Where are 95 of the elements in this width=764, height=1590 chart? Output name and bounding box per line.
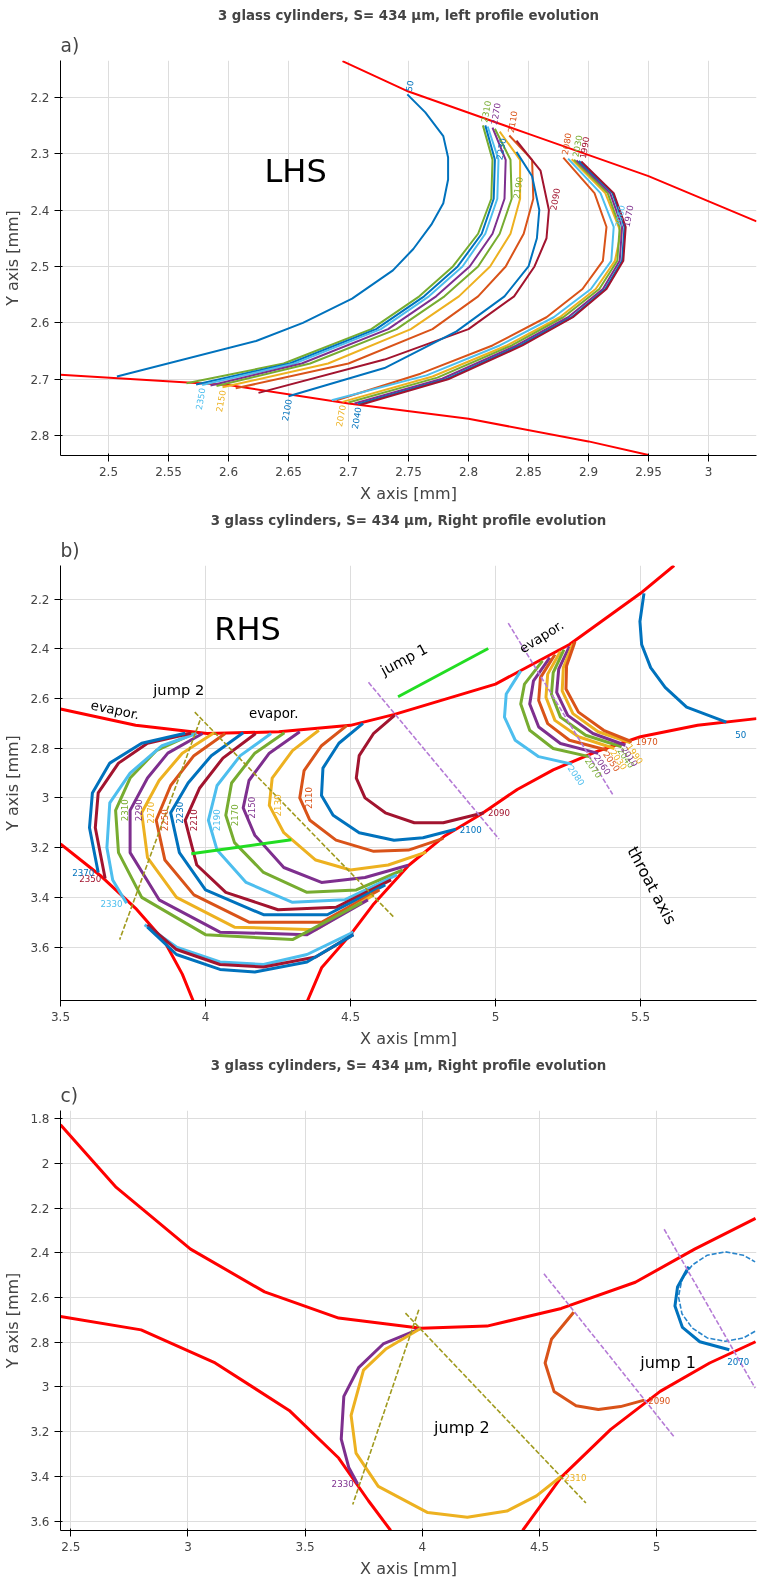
annotation: jump 2 [152,681,205,699]
text: 2210 [189,809,200,832]
series-label: 2310 [564,1472,587,1483]
text: 2290 [134,799,145,822]
y-tick-label: 2.2 [30,90,50,105]
text: 2250 [160,809,171,832]
y-tick-label: 3 [41,791,50,806]
text: 2170 [229,804,240,827]
text: 2040 [349,406,364,430]
text: 2150 [214,389,228,413]
x-tick-label: 2.8 [458,464,479,479]
x-tick-label: 5 [652,1539,661,1554]
text: 2230 [494,137,509,161]
text: 2350 [193,387,208,411]
x-tick-label: 2.55 [155,464,182,479]
x-tick-label: 5.5 [630,1009,651,1024]
series-label: 2100 [459,824,482,835]
annotation: LHS [264,151,327,190]
y-tick-label: 2.2 [30,1201,50,1216]
text: 2090 [548,187,563,211]
x-tick-label: 2.6 [218,464,239,479]
text: 2110 [505,110,520,134]
y-tick-label: 3.2 [30,1425,50,1440]
annotation: jump 1 [639,1352,696,1372]
x-tick-label: 3 [184,1539,192,1554]
x-tick-label: 2.95 [635,464,662,479]
y-tick-label: 2.2 [30,592,50,607]
y-tick-label: 2.8 [30,429,50,444]
y-tick-label: 3 [41,1380,50,1395]
x-axis-title: X axis [mm] [360,1558,457,1578]
y-tick-label: 2.4 [30,1246,50,1261]
x-tick-label: 2.5 [61,1539,81,1554]
x-axis-title: X axis [mm] [360,1028,457,1048]
x-tick-label: 4 [418,1539,427,1554]
y-tick-label: 2.7 [30,372,50,387]
y-tick-label: 3.6 [30,1514,50,1529]
y-tick-label: 2.6 [30,691,50,706]
y-tick-label: 3.6 [30,940,50,955]
y-tick-label: 2.5 [30,259,50,274]
y-tick-label: 1.8 [30,1112,50,1127]
x-tick-label: 2.9 [578,464,599,479]
x-axis-title: X axis [mm] [360,483,457,503]
text: 2190 [511,176,525,200]
y-tick-label: 2.4 [30,642,50,657]
x-tick-label: 2.85 [515,464,542,479]
y-tick-label: 2.6 [30,316,50,331]
y-tick-label: 2.8 [30,1335,50,1350]
y-tick-label: 2.8 [30,741,50,756]
text: 2150 [247,796,258,819]
x-tick-label: 4.5 [529,1539,550,1554]
text: 50 [403,79,416,93]
y-axis-title: Y axis [mm] [3,735,23,832]
x-tick-label: 2.7 [338,464,359,479]
series-label: 2070 [727,1357,750,1368]
x-tick-label: 3.5 [295,1539,315,1554]
y-tick-label: 2.4 [30,203,50,218]
text: 2270 [145,801,156,824]
chart-title: 3 glass cylinders, S= 434 μm, Right profile evolution [210,512,607,528]
y-axis-title: Y axis [mm] [3,210,23,307]
x-tick-label: 4 [201,1009,210,1024]
text: 2190 [212,809,223,832]
x-tick-label: 2.65 [275,464,302,479]
x-tick-label: 3 [704,464,713,479]
text: 2310 [119,799,130,822]
x-tick-label: 4.5 [340,1009,361,1024]
y-tick-label: 2.6 [30,1290,50,1305]
text: 2070 [334,404,348,428]
text: b) [60,539,80,561]
series-label: 2330 [100,898,123,909]
x-tick-label: 3.5 [50,1009,71,1024]
x-tick-label: 2.75 [395,464,422,479]
annotation: evapor. [89,697,141,723]
x-tick-label: 5 [491,1009,500,1024]
series-label: 50 [735,729,747,740]
text: 2230 [174,801,185,824]
y-tick-label: 3.4 [30,890,50,905]
annotation: jump 2 [433,1417,490,1437]
annotation: RHS [214,609,281,648]
y-tick-label: 3.2 [30,841,50,856]
series-label: 2090 [487,808,510,819]
text: a) [60,34,80,56]
series-label: 1970 [635,737,658,748]
annotation: evapor. [249,705,299,721]
chart-title: 3 glass cylinders, S= 434 μm, Right profile evolution [210,1057,607,1073]
y-tick-label: 2.3 [30,147,50,162]
chart-title: 3 glass cylinders, S= 434 μm, left profile evolution [217,7,600,23]
x-tick-label: 2.5 [98,464,119,479]
y-tick-label: 3.4 [30,1469,50,1484]
text: 2100 [280,398,294,422]
text: 2110 [303,786,314,809]
text: c) [60,1084,79,1106]
y-axis-title: Y axis [mm] [3,1272,23,1370]
series-label: 2090 [648,1395,671,1406]
series-label: 2330 [331,1479,354,1490]
y-tick-label: 2 [41,1156,50,1171]
